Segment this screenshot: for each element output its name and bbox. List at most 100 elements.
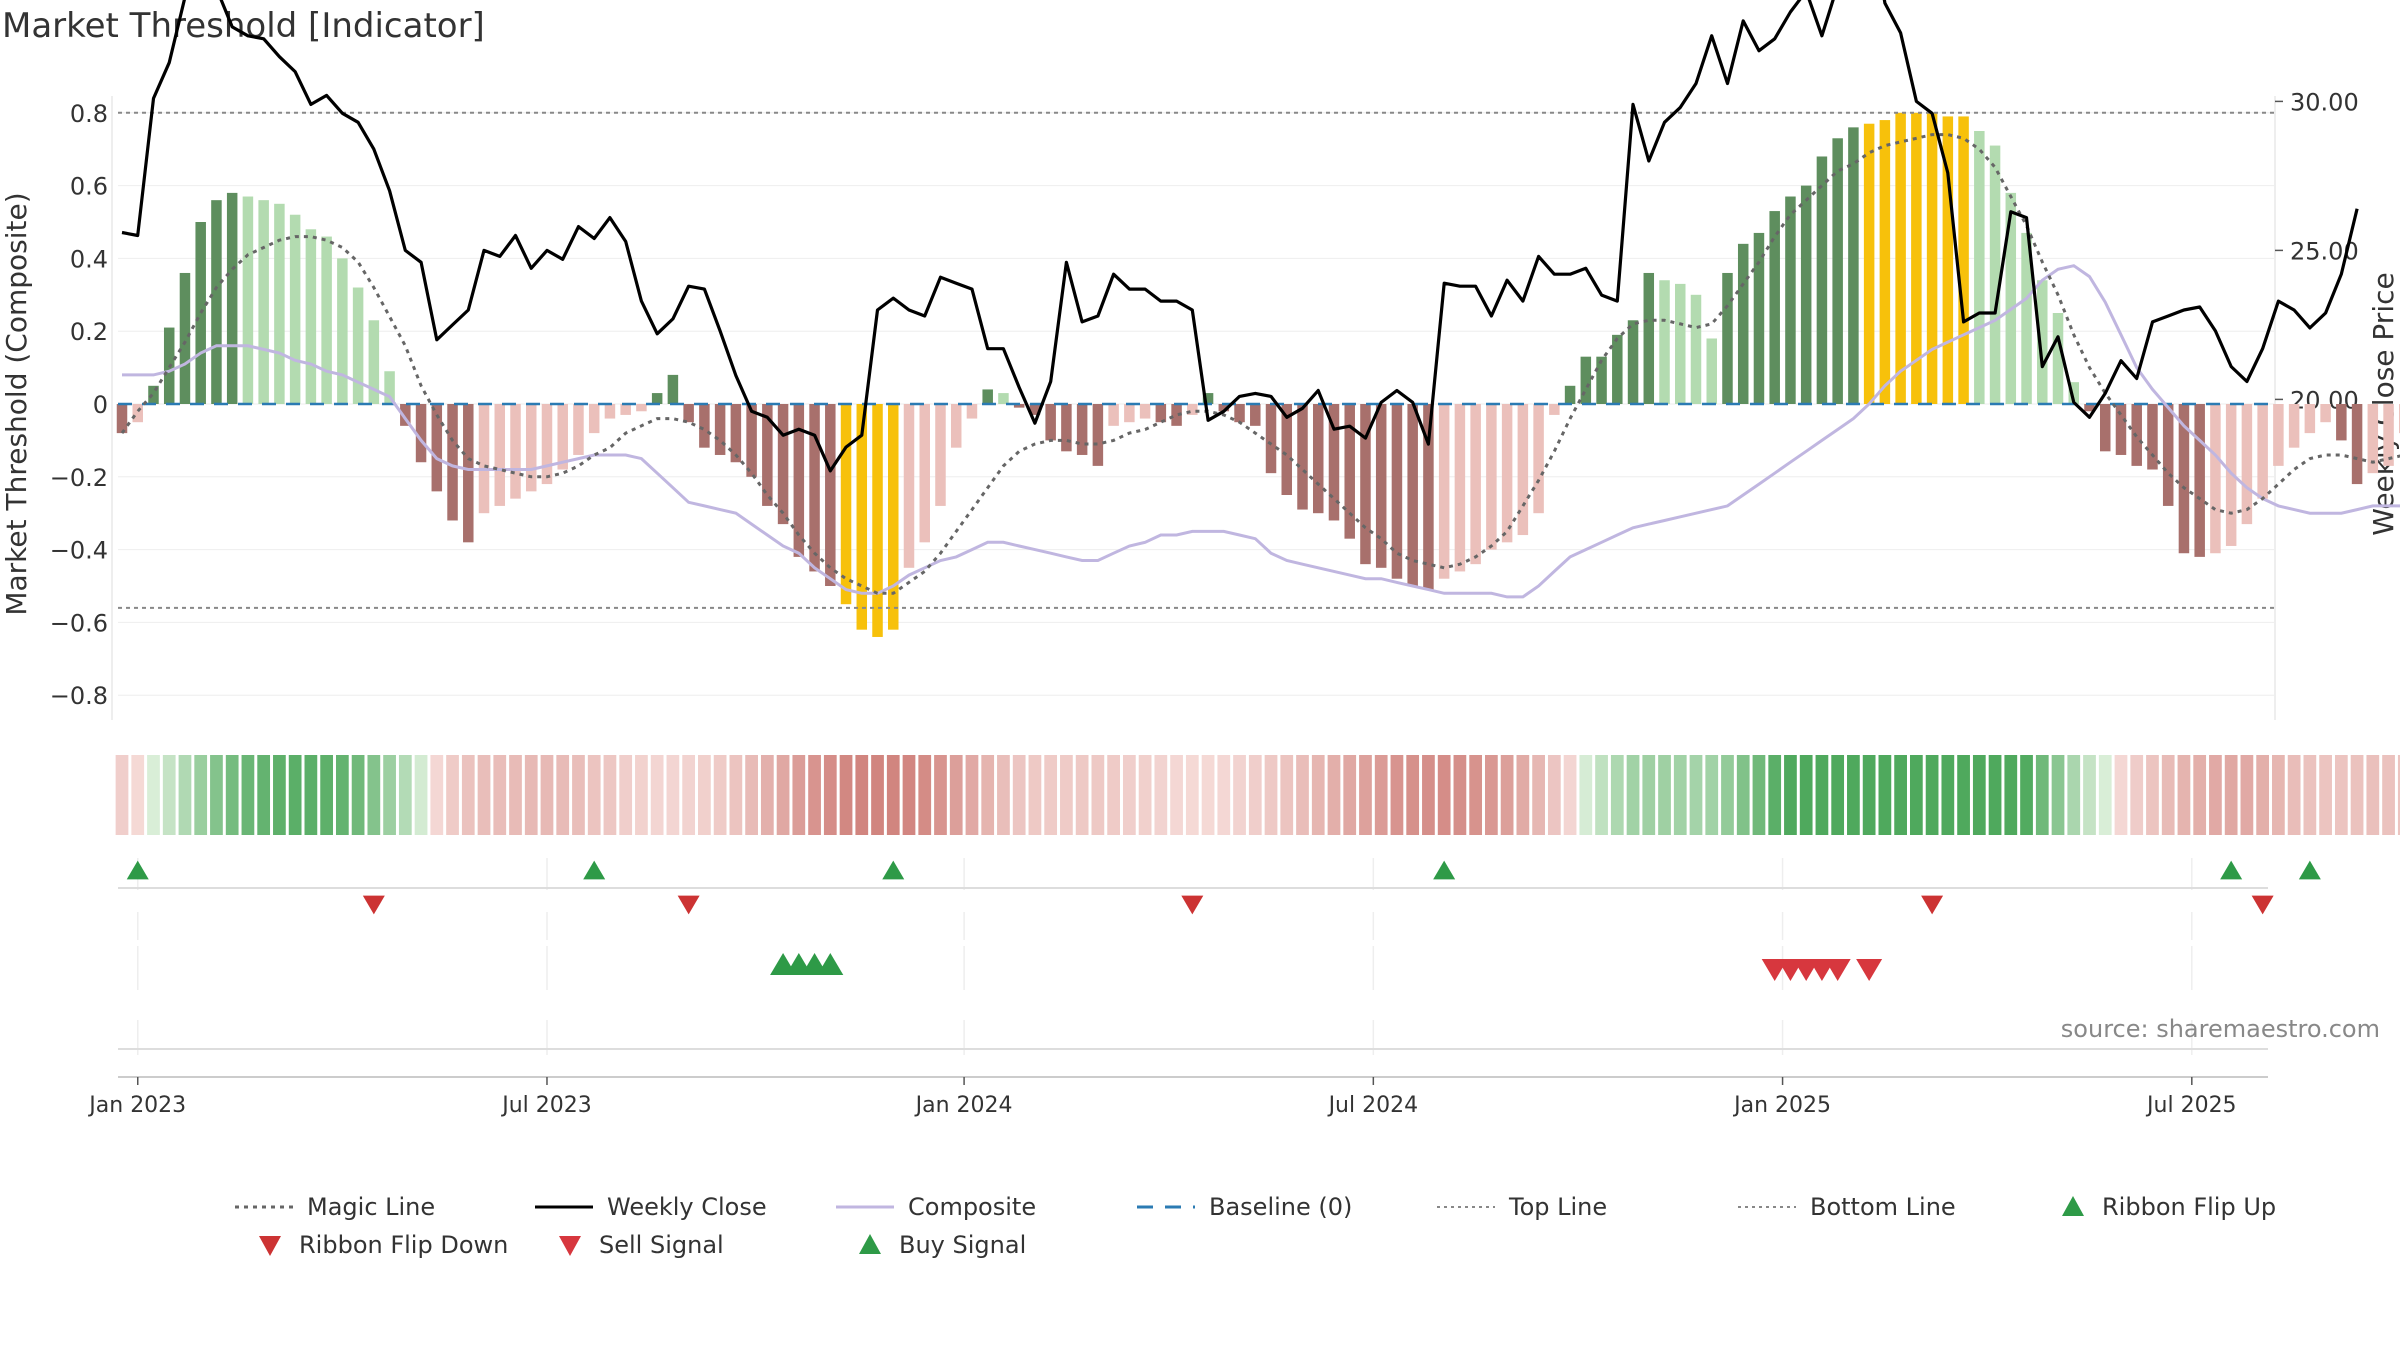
composite-bar [903, 404, 915, 568]
buy-signal-marker [817, 952, 844, 976]
ribbon-cell [194, 755, 208, 835]
composite-bar [2099, 404, 2111, 452]
ribbon-cell [572, 755, 585, 835]
ribbon-cell [1736, 755, 1750, 835]
composite-bar [1076, 404, 1088, 455]
composite-bar [1470, 404, 1481, 565]
composite-bar [1312, 404, 1324, 514]
ribbon-cell [320, 755, 333, 835]
composite-bar [541, 404, 553, 485]
ribbon-cell [1532, 755, 1545, 835]
ribbon-cell [1799, 755, 1813, 835]
ribbon-cell [1201, 755, 1215, 835]
composite-bar [195, 222, 206, 404]
legend-swatch [535, 1205, 593, 1209]
composite-bar [1155, 404, 1167, 423]
ribbon-cell [1343, 755, 1357, 835]
composite-bar [148, 385, 159, 404]
ribbon-cell [1248, 755, 1262, 835]
ribbon-cell [823, 755, 837, 835]
ribbon-cell [760, 755, 774, 835]
legend-item: Top Line [1437, 1190, 1607, 1224]
ribbon-cell [367, 755, 381, 835]
legend-swatch [859, 1234, 881, 1254]
ribbon-cell [2240, 755, 2254, 835]
composite-bar [525, 404, 537, 492]
ribbon-cell [210, 755, 223, 835]
ribbon-cell [2051, 755, 2065, 835]
ribbon-cell [776, 755, 790, 835]
composite-bar [982, 389, 993, 404]
ribbon-cell [383, 755, 396, 835]
legend-swatch [1738, 1206, 1796, 1208]
source-note: source: sharemaestro.com [2060, 1015, 2380, 1043]
composite-bar [274, 203, 285, 404]
ribbon-cell [808, 755, 821, 835]
ribbon-cell [713, 755, 727, 835]
composite-bar [856, 404, 868, 630]
composite-bar [2021, 232, 2032, 404]
legend-label: Sell Signal [599, 1231, 724, 1259]
composite-bar [1911, 112, 1922, 405]
ribbon-cell [2035, 755, 2049, 835]
composite-bar [415, 404, 427, 463]
ribbon-cell [1658, 755, 1671, 835]
legend-label: Composite [908, 1193, 1037, 1221]
ribbon-cell [1060, 755, 1073, 835]
magic-line [120, 133, 2400, 595]
composite-bar [998, 393, 1009, 404]
composite-bar [683, 404, 694, 423]
composite-bar [636, 404, 647, 412]
composite-bar [2052, 313, 2064, 404]
composite-bar [384, 371, 395, 404]
composite-bar [1612, 334, 1623, 404]
composite-bar [935, 404, 946, 506]
ribbon-cell [509, 755, 522, 835]
ribbon-cell [1642, 755, 1656, 835]
ribbon-cell [2083, 755, 2096, 835]
legend-swatch [1437, 1206, 1495, 1208]
composite-bar [132, 404, 143, 423]
composite-bar [1816, 156, 1828, 404]
composite-bar [1297, 404, 1308, 510]
legend-item: Ribbon Flip Down [255, 1228, 508, 1262]
ribbon-cell [1437, 755, 1451, 835]
composite-bar [840, 404, 852, 605]
ribbon-cell [2397, 755, 2400, 835]
composite-bar [478, 404, 490, 514]
composite-bar [1029, 404, 1041, 415]
ribbon-cell [1044, 755, 1058, 835]
composite-bar [746, 404, 757, 477]
composite-bar [226, 192, 238, 404]
composite-bar [777, 404, 789, 525]
y-axis-title: Market Threshold (Composite) [0, 192, 33, 615]
composite-bar [1265, 404, 1277, 474]
ribbon-cell [1721, 755, 1734, 835]
composite-bar [1942, 116, 1954, 404]
composite-bar [1989, 145, 2001, 404]
weekly-close-line [121, 0, 2359, 473]
composite-bar [337, 258, 348, 404]
composite-bar [2210, 404, 2221, 554]
ribbon-cell [1516, 755, 1530, 835]
ribbon-cell [178, 755, 192, 835]
composite-bar [242, 196, 254, 404]
composite-bar [1596, 356, 1607, 404]
composite-bar [1360, 404, 1371, 565]
ribbon-cell [1941, 755, 1955, 835]
composite-bar [2005, 192, 2017, 404]
ribbon-cell [934, 755, 947, 835]
ribbon-cell [1012, 755, 1026, 835]
ribbon-cell [2319, 755, 2332, 835]
legend-swatch [259, 1236, 281, 1256]
composite-bar [2351, 404, 2363, 485]
legend-label: Bottom Line [1810, 1193, 1956, 1221]
composite-bar [1171, 404, 1182, 426]
ribbon-cell [2098, 755, 2112, 835]
ribbon-cell [1815, 755, 1829, 835]
ribbon-flip-up-marker [126, 860, 149, 880]
ribbon-cell [839, 755, 853, 835]
ribbon-cell [1878, 755, 1892, 835]
ribbon-flip-down-marker [362, 895, 385, 915]
ribbon-cell [2004, 755, 2018, 835]
